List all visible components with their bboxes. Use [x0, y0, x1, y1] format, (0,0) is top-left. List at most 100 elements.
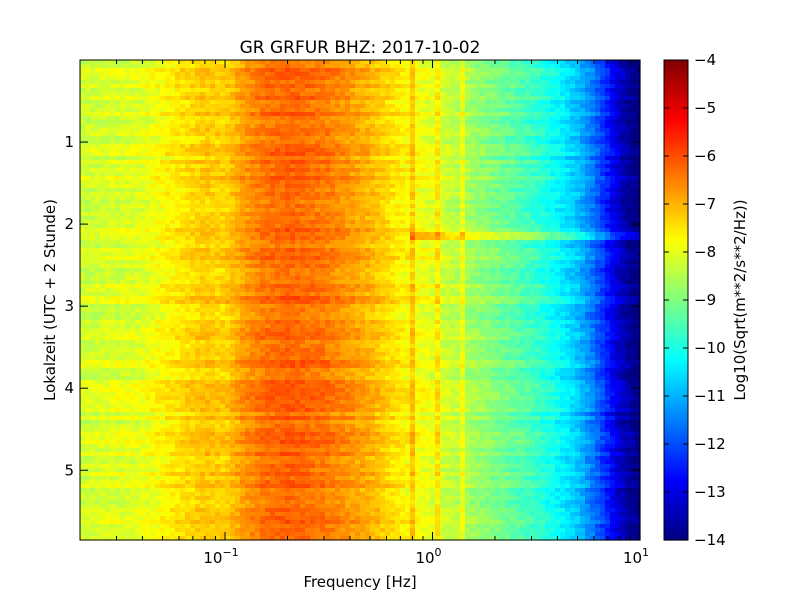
heatmap-cell: [480, 168, 486, 173]
heatmap-cell: [480, 212, 486, 217]
heatmap-cell: [110, 76, 116, 81]
heatmap-cell: [620, 188, 626, 193]
heatmap-cell: [340, 204, 346, 209]
heatmap-cell: [375, 104, 381, 109]
heatmap-cell: [380, 140, 386, 145]
heatmap-cell: [560, 92, 566, 97]
heatmap-cell: [370, 180, 376, 185]
heatmap-cell: [495, 140, 501, 145]
heatmap-cell: [605, 116, 611, 121]
heatmap-cell: [245, 212, 251, 217]
heatmap-cell: [215, 64, 221, 69]
heatmap-cell: [340, 80, 346, 85]
heatmap-cell: [435, 104, 441, 109]
heatmap-cell: [230, 164, 236, 169]
heatmap-cell: [310, 72, 316, 77]
heatmap-cell: [515, 160, 521, 165]
heatmap-cell: [455, 212, 461, 217]
heatmap-cell: [345, 188, 351, 193]
heatmap-cell: [380, 60, 386, 65]
heatmap-cell: [535, 228, 541, 233]
heatmap-cell: [255, 148, 261, 153]
heatmap-cell: [525, 140, 531, 145]
heatmap-cell: [340, 120, 346, 125]
heatmap-cell: [415, 204, 421, 209]
heatmap-cell: [170, 108, 176, 113]
heatmap-cell: [265, 196, 271, 201]
heatmap-cell: [360, 84, 366, 89]
heatmap-cell: [500, 164, 506, 169]
heatmap-cell: [275, 132, 281, 137]
heatmap-cell: [635, 216, 641, 221]
heatmap-cell: [370, 236, 376, 241]
heatmap-cell: [140, 236, 146, 241]
heatmap-cell: [80, 172, 86, 177]
heatmap-cell: [545, 196, 551, 201]
heatmap-cell: [310, 156, 316, 161]
heatmap-cell: [455, 188, 461, 193]
heatmap-cell: [320, 148, 326, 153]
heatmap-cell: [495, 92, 501, 97]
heatmap-cell: [235, 84, 241, 89]
heatmap-cell: [325, 144, 331, 149]
heatmap-cell: [330, 140, 336, 145]
heatmap-cell: [365, 96, 371, 101]
heatmap-cell: [610, 232, 616, 237]
heatmap-cell: [305, 116, 311, 121]
heatmap-cell: [260, 220, 266, 225]
heatmap-cell: [385, 180, 391, 185]
heatmap-cell: [105, 68, 111, 73]
heatmap-cell: [255, 220, 261, 225]
heatmap-cell: [460, 132, 466, 137]
heatmap-cell: [315, 228, 321, 233]
heatmap-cell: [630, 112, 636, 117]
heatmap-cell: [545, 188, 551, 193]
heatmap-cell: [85, 64, 91, 69]
heatmap-cell: [250, 88, 256, 93]
heatmap-cell: [390, 192, 396, 197]
heatmap-cell: [130, 96, 136, 101]
heatmap-cell: [275, 152, 281, 157]
heatmap-cell: [275, 68, 281, 73]
heatmap-cell: [335, 88, 341, 93]
heatmap-cell: [485, 128, 491, 133]
heatmap-cell: [585, 204, 591, 209]
heatmap-cell: [295, 148, 301, 153]
heatmap-cell: [130, 164, 136, 169]
heatmap-cell: [550, 84, 556, 89]
heatmap-cell: [370, 168, 376, 173]
heatmap-cell: [630, 196, 636, 201]
heatmap-cell: [525, 120, 531, 125]
heatmap-cell: [545, 160, 551, 165]
heatmap-cell: [515, 88, 521, 93]
heatmap-cell: [175, 192, 181, 197]
heatmap-cell: [485, 116, 491, 121]
heatmap-cell: [460, 168, 466, 173]
heatmap-cell: [480, 224, 486, 229]
heatmap-cell: [290, 196, 296, 201]
heatmap-cell: [630, 96, 636, 101]
heatmap-cell: [165, 116, 171, 121]
heatmap-cell: [345, 152, 351, 157]
heatmap-cell: [525, 224, 531, 229]
heatmap-cell: [530, 148, 536, 153]
heatmap-cell: [270, 116, 276, 121]
heatmap-cell: [165, 228, 171, 233]
heatmap-cell: [590, 92, 596, 97]
heatmap-cell: [385, 132, 391, 137]
heatmap-cell: [580, 140, 586, 145]
heatmap-cell: [555, 188, 561, 193]
heatmap-cell: [110, 160, 116, 165]
heatmap-cell: [460, 184, 466, 189]
heatmap-cell: [585, 128, 591, 133]
heatmap-cell: [165, 216, 171, 221]
heatmap-cell: [450, 184, 456, 189]
heatmap-cell: [110, 112, 116, 117]
heatmap-cell: [440, 80, 446, 85]
heatmap-cell: [255, 212, 261, 217]
heatmap-cell: [195, 68, 201, 73]
heatmap-cell: [185, 136, 191, 141]
heatmap-cell: [110, 164, 116, 169]
heatmap-cell: [565, 64, 571, 69]
heatmap-cell: [215, 68, 221, 73]
